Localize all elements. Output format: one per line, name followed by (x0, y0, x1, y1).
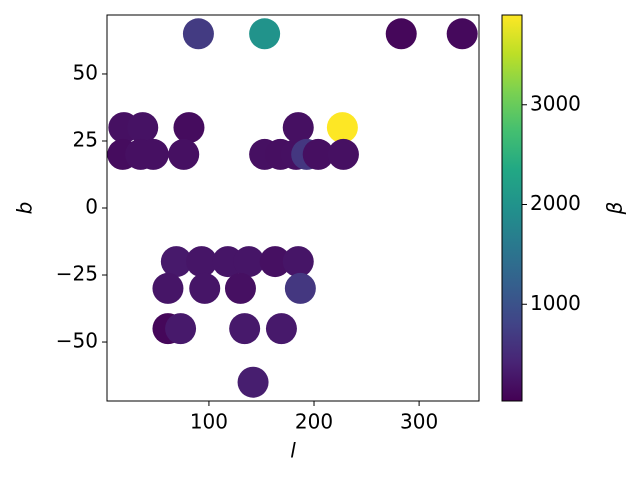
points (107, 18, 478, 398)
x-tick-label: 300 (400, 410, 438, 434)
scatter-point (237, 366, 269, 398)
scatter-point (137, 138, 169, 170)
scatter-point (265, 313, 297, 345)
scatter-point (233, 246, 265, 278)
scatter-point (249, 18, 281, 50)
x-axis-label: l (290, 439, 296, 463)
scatter-point (186, 246, 218, 278)
scatter-point (282, 112, 314, 144)
colorbar-tick-label: 1000 (530, 291, 581, 315)
scatter-point (326, 112, 358, 144)
scatter-point (168, 138, 200, 170)
scatter-point (165, 313, 197, 345)
y-tick-label: 50 (73, 60, 98, 84)
colorbar (501, 14, 523, 402)
scatter-point (302, 138, 334, 170)
y-tick-label: 25 (73, 127, 98, 151)
scatter-point (127, 112, 159, 144)
x-tick-label: 200 (295, 410, 333, 434)
scatter-point (282, 246, 314, 278)
scatter-point (152, 272, 184, 304)
scatter-point (224, 272, 256, 304)
scatter-point (446, 18, 478, 50)
colorbar-label: β (603, 201, 627, 215)
colorbar-tick-label: 2000 (530, 191, 581, 215)
scatter-point (189, 272, 221, 304)
y-tick-label: −50 (56, 329, 98, 353)
scatter-point (284, 272, 316, 304)
y-tick-label: 0 (85, 195, 98, 219)
x-tick-label: 100 (190, 410, 228, 434)
y-axis-label: b (13, 202, 37, 215)
scatter-point (182, 18, 214, 50)
colorbar-tick-label: 3000 (530, 91, 581, 115)
scatter-point (160, 246, 192, 278)
scatter-point (173, 112, 205, 144)
scatter-point (385, 18, 417, 50)
scatter-point (229, 313, 261, 345)
scatter-point (327, 138, 359, 170)
scatter-point (259, 246, 291, 278)
y-tick-label: −25 (56, 262, 98, 286)
